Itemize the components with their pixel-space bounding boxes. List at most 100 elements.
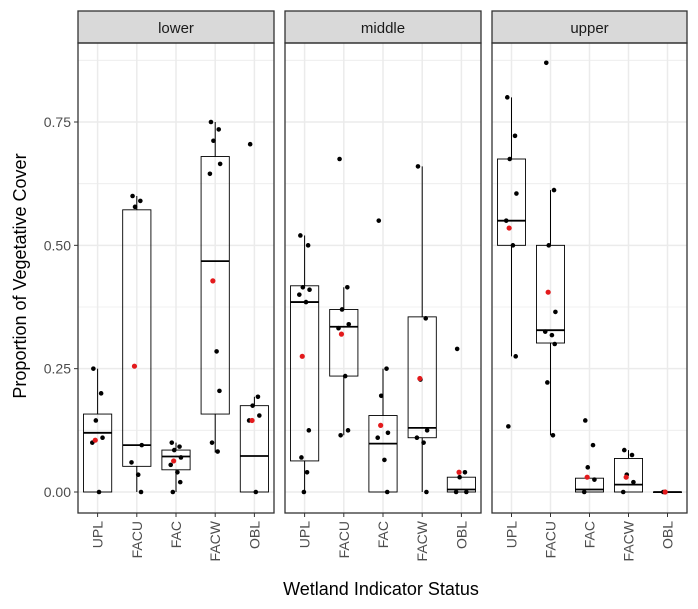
x-tick-label: OBL [453,521,469,549]
data-point [217,161,223,167]
box-group-facu [536,60,565,438]
mean-point [92,437,98,443]
strip-label: lower [158,20,194,37]
data-point [384,366,389,371]
strip-label: upper [570,20,608,37]
data-point [385,430,391,436]
data-point [621,447,627,453]
box-group-obl [653,489,682,495]
data-point [582,418,588,423]
data-point [208,119,214,125]
data-point [247,141,253,147]
data-point [217,388,222,394]
x-axis-title: Wetland Indicator Status [283,579,479,599]
data-point [139,442,145,448]
data-point [100,435,105,441]
data-point [304,469,310,475]
data-point [514,191,519,196]
data-point [421,440,426,445]
data-point [503,218,509,223]
data-point [507,156,513,162]
data-point [424,428,430,433]
box [368,415,398,493]
data-point [345,284,350,290]
mean-point [171,458,177,464]
box [122,209,152,467]
data-point [298,233,303,238]
data-point [620,489,626,495]
data-point [138,198,143,204]
data-point [376,218,382,223]
x-tick-label: FACU [336,521,352,558]
x-tick-label: FACU [543,521,559,558]
data-point [551,187,557,193]
data-point [592,477,597,482]
box-group-obl [239,141,269,495]
data-point [301,489,307,495]
data-point [336,325,341,331]
data-point [382,457,387,463]
box-group-facu [329,156,359,438]
data-point [132,204,138,210]
x-tick-label: FACW [621,520,637,561]
data-point [129,460,134,465]
data-point [96,489,102,495]
data-point [255,394,261,400]
x-tick-label: FACU [129,521,145,558]
data-point [631,479,636,485]
panel-middle: middle UPL FACU FAC FACW OBL [284,10,482,561]
data-point [629,452,635,458]
data-point [454,346,460,352]
data-point [175,469,180,475]
panel-lower: lower UPL FACU FAC FACW OBL [77,10,275,561]
box-group-fac [368,218,398,495]
box-group-facw [407,164,437,495]
data-point [545,380,550,385]
box-group-facw [614,447,643,495]
x-tick-label: UPL [90,521,106,548]
y-tick-label: 0.75 [44,114,71,130]
data-point [98,391,104,396]
data-point [339,307,345,312]
data-point [338,432,343,438]
data-point [168,462,174,468]
data-point [346,321,352,327]
box-group-facw [200,119,230,454]
mean-point [584,474,590,480]
data-point [585,465,591,470]
data-point [307,287,312,293]
box-group-facu [122,193,152,495]
mean-point [623,474,629,480]
data-point [207,171,213,177]
data-point [342,373,348,379]
data-point [303,299,309,305]
data-point [457,474,462,480]
mean-point [545,289,551,295]
data-point [253,489,259,495]
data-point [177,444,182,449]
data-point [462,469,468,475]
data-point [178,455,184,460]
mean-point [299,353,305,359]
panel-upper: upper UPL FACU FAC FACW OBL [491,10,688,561]
data-point [257,413,262,418]
data-point [345,428,351,433]
data-point [546,243,552,248]
data-point [306,428,312,433]
data-point [506,424,511,429]
data-point [553,309,558,315]
mean-point [662,489,668,495]
box [200,156,230,415]
data-point [337,156,342,162]
data-point [214,349,219,354]
data-point [300,284,306,290]
y-tick-label: 0.50 [44,237,71,253]
x-tick-label: FAC [168,521,184,548]
data-point [209,440,215,445]
data-point [581,489,587,495]
data-point [590,442,596,448]
box-group-fac [161,440,191,495]
y-tick-label: 0.25 [44,361,71,377]
data-point [211,138,216,144]
